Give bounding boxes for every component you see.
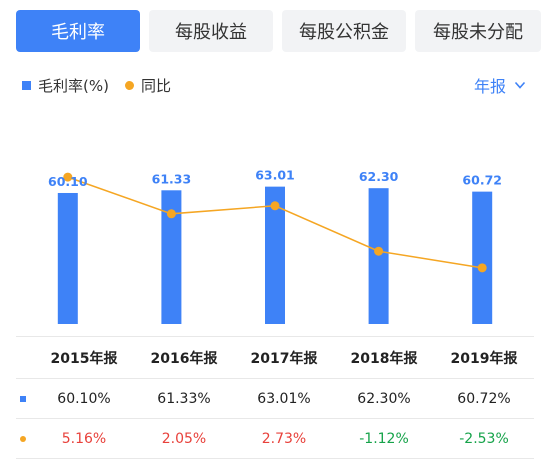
table-row: 60.10% 61.33% 63.01% 62.30% 60.72% bbox=[16, 379, 534, 419]
tab-undistributed-profit-per-share[interactable]: 每股未分配 bbox=[415, 10, 541, 52]
table-corner bbox=[16, 337, 34, 378]
period-selector-label: 年报 bbox=[473, 77, 506, 96]
tab-gross-margin[interactable]: 毛利率 bbox=[16, 10, 140, 52]
metric-tabs: 毛利率 每股收益 每股公积金 每股未分配 bbox=[16, 10, 542, 52]
table-cell: -1.12% bbox=[359, 430, 409, 447]
yoy-point-2018年报 bbox=[374, 246, 384, 256]
chart-legend: 毛利率(%) 同比 bbox=[22, 75, 171, 95]
bar-series-marker bbox=[20, 395, 26, 402]
table-header-cell: 2015年报 bbox=[50, 350, 118, 367]
chevron-down-icon bbox=[514, 81, 526, 89]
line-legend-swatch bbox=[124, 80, 134, 90]
table-header-cell: 2018年报 bbox=[350, 350, 418, 367]
gross-margin-chart: 60.10 61.33 63.01 62.30 60.72 bbox=[48, 168, 502, 324]
table-header-cell: 2019年报 bbox=[450, 350, 518, 367]
table-row: 5.16% 2.05% 2.73% -1.12% -2.53% bbox=[16, 419, 534, 459]
bar-value-label: 60.10 bbox=[48, 174, 88, 189]
bar-value-label: 61.33 bbox=[152, 171, 192, 186]
row-marker-square bbox=[16, 379, 34, 418]
line-legend-label: 同比 bbox=[140, 76, 171, 95]
bar-value-label: 62.30 bbox=[359, 169, 399, 184]
yoy-point-2017年报 bbox=[270, 201, 280, 211]
table-cell: 61.33% bbox=[157, 390, 211, 407]
table-cell: 5.16% bbox=[61, 430, 107, 447]
bar-legend-swatch bbox=[22, 80, 31, 90]
bar-2018年报 bbox=[368, 188, 389, 324]
bar-2019年报 bbox=[472, 191, 493, 324]
bar-2017年报 bbox=[265, 186, 285, 324]
bar-legend-label: 毛利率(%) bbox=[38, 76, 109, 95]
table-header-cell: 2017年报 bbox=[250, 350, 318, 367]
table-cell: 60.10% bbox=[57, 390, 111, 407]
table-cell: 2.05% bbox=[161, 430, 207, 447]
table-header-cell: 2016年报 bbox=[150, 350, 218, 367]
data-table: 2015年报 2016年报 2017年报 2018年报 2019年报 60.10… bbox=[16, 336, 534, 459]
period-selector[interactable]: 年报 bbox=[474, 74, 526, 96]
yoy-point-2019年报 bbox=[477, 263, 487, 273]
table-cell: 63.01% bbox=[257, 390, 311, 407]
table-cell: 2.73% bbox=[261, 430, 307, 447]
yoy-point-2015年报 bbox=[63, 172, 73, 182]
tab-eps[interactable]: 每股收益 bbox=[149, 10, 273, 52]
bar-2016年报 bbox=[161, 190, 182, 324]
row-marker-dot bbox=[16, 419, 34, 458]
bar-value-label: 60.72 bbox=[462, 173, 502, 188]
table-cell: 60.72% bbox=[457, 390, 511, 407]
table-cell: 62.30% bbox=[357, 390, 411, 407]
bar-value-label: 63.01 bbox=[255, 168, 295, 183]
table-cell: -2.53% bbox=[459, 430, 509, 447]
yoy-point-2016年报 bbox=[166, 209, 176, 219]
table-header-row: 2015年报 2016年报 2017年报 2018年报 2019年报 bbox=[16, 337, 534, 379]
line-series-marker bbox=[20, 435, 26, 442]
bar-2015年报 bbox=[57, 192, 78, 324]
tab-capital-reserve-per-share[interactable]: 每股公积金 bbox=[282, 10, 406, 52]
